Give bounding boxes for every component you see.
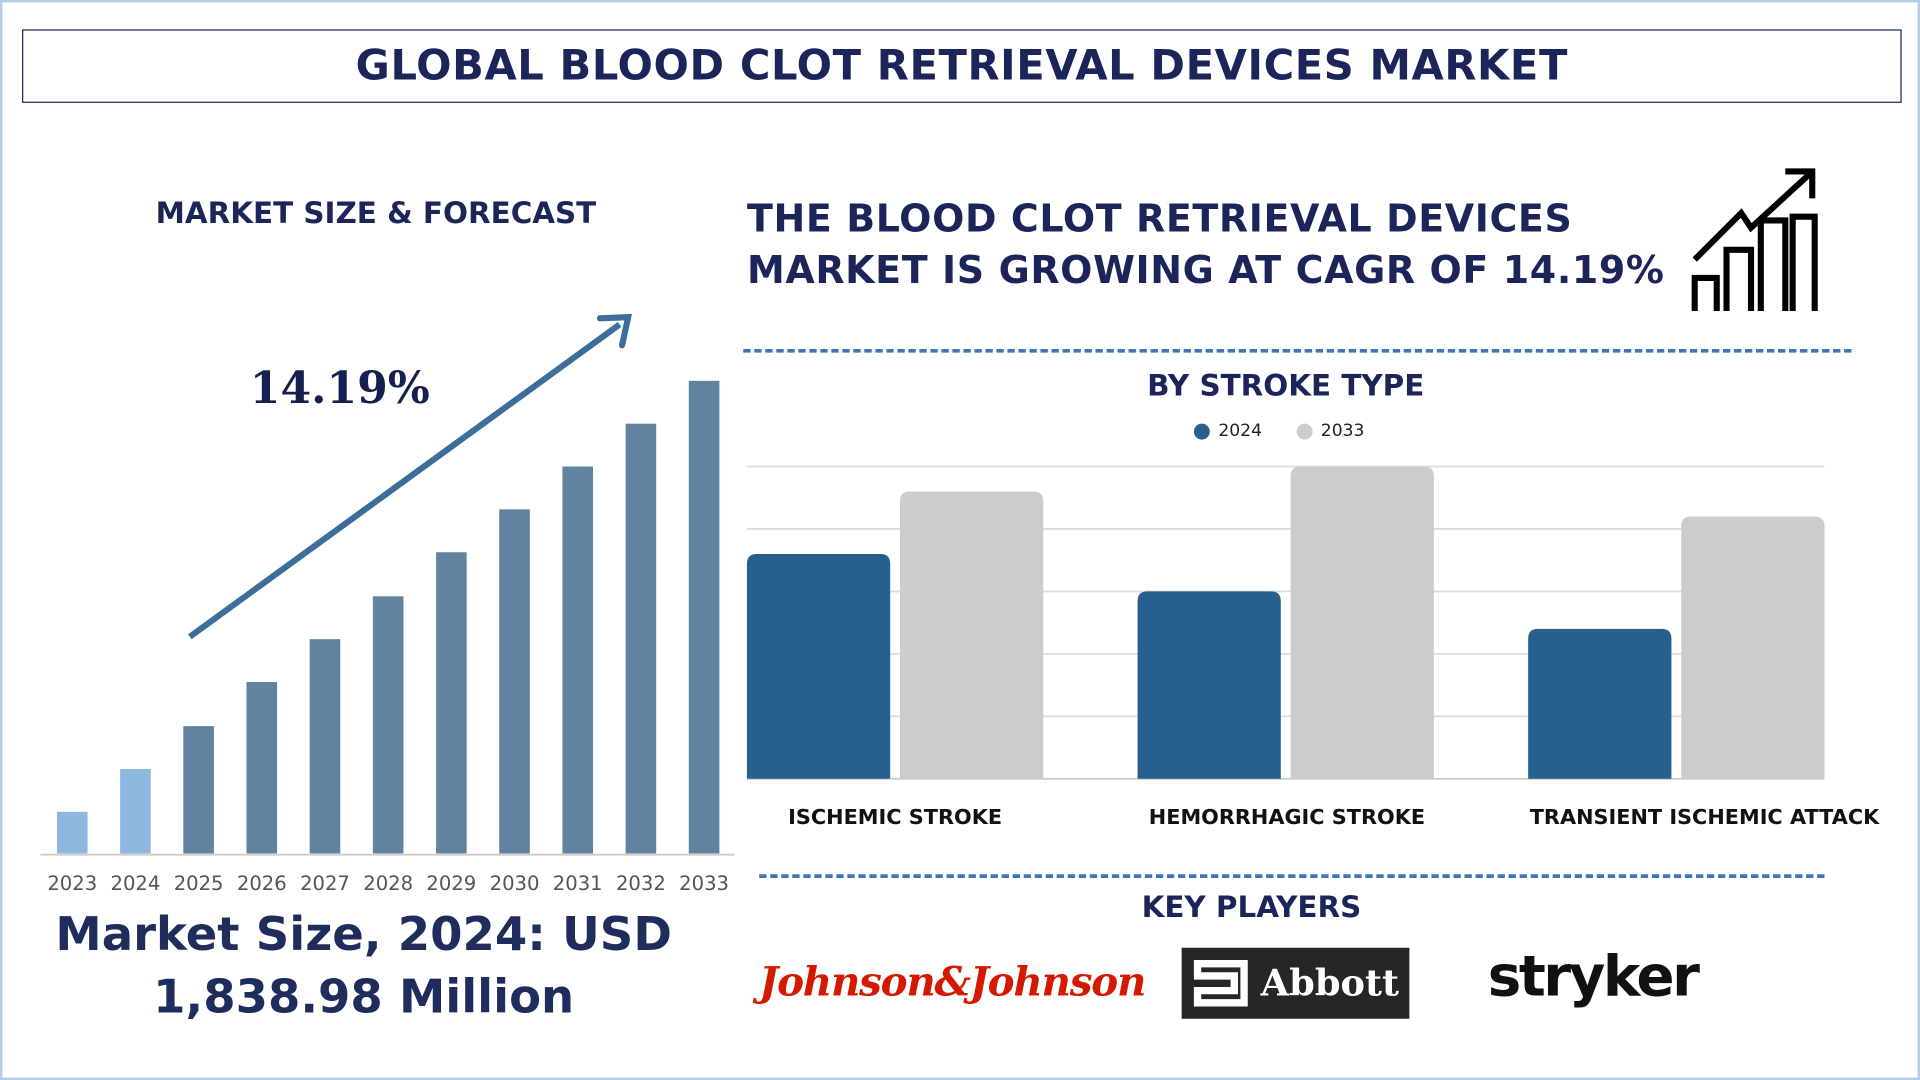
- cagr-headline: THE BLOOD CLOT RETRIEVAL DEVICES MARKET …: [747, 193, 1665, 296]
- bar-2033: [1681, 516, 1825, 779]
- segment-heading: BY STROKE TYPE: [1147, 368, 1425, 403]
- legend-swatch-2033: [1296, 423, 1313, 439]
- headline-line1: THE BLOOD CLOT RETRIEVAL DEVICES: [746, 197, 1573, 242]
- divider-top: [743, 348, 1852, 353]
- market-size-heading: MARKET SIZE & FORECAST: [155, 195, 597, 231]
- legend-item-2024: 2024: [1193, 421, 1263, 441]
- legend-label: 2024: [1218, 421, 1263, 441]
- growth-arrow: [187, 322, 622, 640]
- x-tick-label: 2030: [490, 872, 540, 895]
- growth-chart-arrow-icon: [1691, 168, 1818, 312]
- x-tick-label: 2033: [679, 872, 729, 895]
- market-size-line2: 1,838.98 Million: [153, 969, 575, 1024]
- market-size-line1: Market Size, 2024: USD: [55, 907, 672, 962]
- category-label: TRANSIENT ISCHEMIC ATTACK: [1529, 805, 1880, 831]
- bar-2033: [900, 491, 1044, 779]
- page-title: GLOBAL BLOOD CLOT RETRIEVAL DEVICES MARK…: [22, 29, 1902, 103]
- bar-2028: [372, 596, 404, 854]
- bar-2025: [183, 726, 214, 854]
- bar-2024: [120, 768, 151, 854]
- bar-2023: [56, 811, 88, 854]
- bar-2031: [562, 466, 594, 854]
- divider-bottom: [759, 874, 1825, 878]
- category-label: HEMORRHAGIC STROKE: [1148, 805, 1426, 831]
- x-tick-label: 2029: [426, 872, 476, 895]
- chart-legend: 2024 2033: [1193, 421, 1364, 441]
- legend-label: 2033: [1320, 421, 1365, 441]
- bar-2032: [625, 423, 657, 854]
- bar-2026: [246, 682, 278, 854]
- abbott-wordmark: Abbott: [1260, 961, 1399, 1005]
- legend-swatch-2024: [1193, 423, 1210, 439]
- x-tick-label: 2023: [47, 872, 97, 895]
- x-tick-label: 2025: [174, 872, 224, 895]
- bar-2033: [1290, 466, 1434, 779]
- bar-2024: [746, 553, 891, 779]
- x-tick-label: 2028: [363, 872, 413, 895]
- legend-item-2033: 2033: [1296, 421, 1364, 441]
- abbott-logo: Abbott: [1181, 947, 1410, 1019]
- growth-arrow-head: [596, 313, 632, 349]
- stryker-logo: stryker: [1487, 942, 1700, 1009]
- bar-2030: [499, 509, 530, 854]
- bar-2029: [436, 552, 467, 854]
- category-label: ISCHEMIC STROKE: [788, 805, 1003, 831]
- x-tick-label: 2026: [237, 872, 287, 895]
- x-tick-label: 2032: [616, 872, 666, 895]
- x-tick-label: 2031: [553, 872, 603, 895]
- x-tick-label: 2024: [111, 872, 161, 895]
- cagr-annotation: 14.19%: [249, 362, 430, 414]
- market-size-text: Market Size, 2024: USD 1,838.98 Million: [21, 904, 707, 1029]
- key-players-heading: KEY PLAYERS: [1141, 890, 1362, 925]
- stroke-type-chart: [746, 465, 1825, 780]
- johnson-and-johnson-logo: Johnson&Johnson: [759, 957, 1146, 1006]
- market-forecast-chart: 2023 2024 2025 2026 2027 2028 2029 2030 2031 2032…: [40, 313, 735, 895]
- bar-2027: [309, 639, 341, 854]
- bar-2024: [1137, 591, 1281, 779]
- headline-line2: MARKET IS GROWING AT CAGR OF 14.19%: [746, 248, 1665, 293]
- bar-2024: [1528, 628, 1672, 779]
- bar-2033: [688, 380, 720, 854]
- abbott-mark-icon: [1193, 960, 1248, 1007]
- x-tick-label: 2027: [300, 872, 350, 895]
